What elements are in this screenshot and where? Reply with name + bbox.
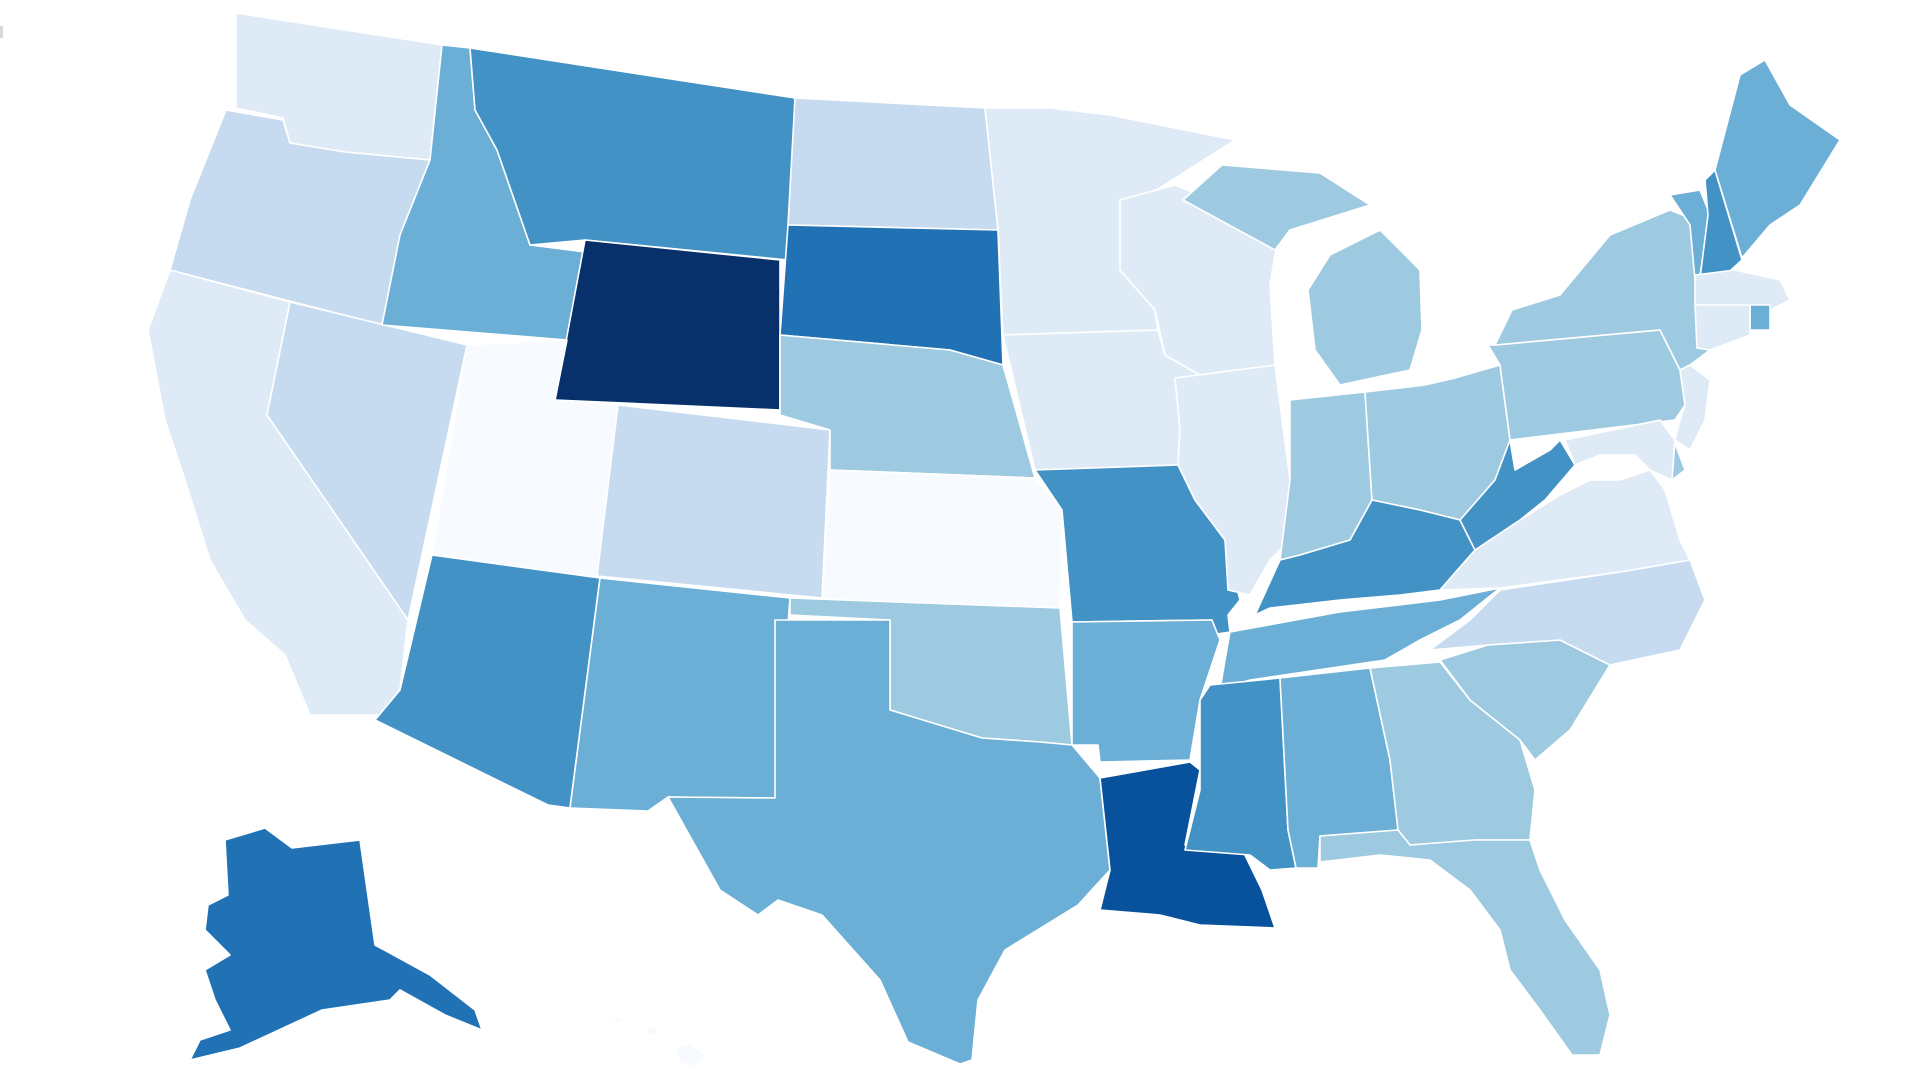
state-mi[interactable] [1182, 164, 1423, 386]
state-nj[interactable] [1674, 364, 1711, 451]
state-fl[interactable] [1319, 829, 1611, 1056]
state-wy[interactable] [554, 239, 781, 411]
state-ms[interactable] [1184, 677, 1297, 871]
state-il[interactable] [1174, 364, 1296, 596]
state-me[interactable] [1714, 59, 1841, 259]
state-ma[interactable] [1694, 269, 1791, 311]
state-tn[interactable] [1219, 587, 1501, 691]
state-ri[interactable] [1749, 304, 1771, 331]
state-ks[interactable] [821, 469, 1063, 609]
state-wv[interactable] [1459, 439, 1576, 551]
state-ct[interactable] [1694, 304, 1751, 351]
edge-mark [0, 26, 3, 38]
state-hi[interactable] [611, 1015, 706, 1068]
state-nd[interactable] [787, 97, 999, 231]
state-tx[interactable] [667, 619, 1111, 1065]
state-nc[interactable] [1429, 559, 1706, 666]
state-md[interactable] [1564, 419, 1676, 481]
state-ak[interactable] [189, 827, 483, 1061]
state-nm[interactable] [569, 577, 791, 812]
state-ar[interactable] [1071, 619, 1221, 763]
state-nv[interactable] [266, 301, 468, 621]
state-co[interactable] [596, 404, 831, 599]
